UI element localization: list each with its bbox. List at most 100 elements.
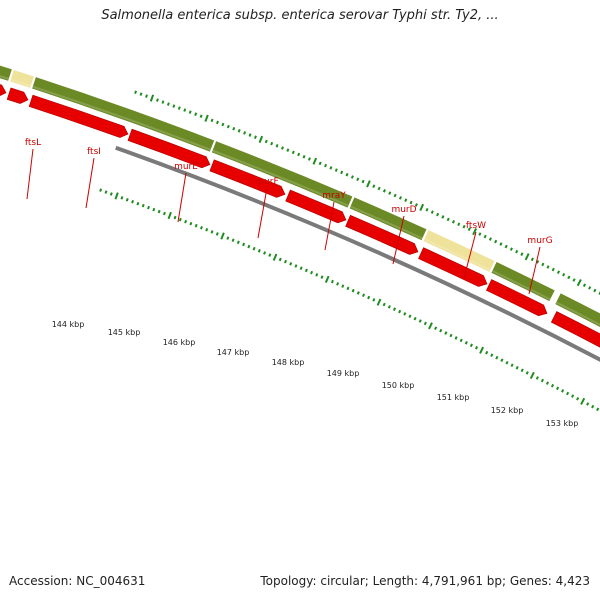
upper-minor-tick: [302, 154, 306, 159]
lower-major-tick: [479, 346, 485, 354]
topology-text: Topology: circular; Length: 4,791,961 bp…: [260, 574, 590, 588]
upper-minor-tick: [307, 157, 311, 161]
lower-major-tick: [114, 192, 119, 200]
lower-minor-tick: [141, 203, 145, 208]
kbp-label: 150 kbp: [382, 381, 415, 390]
gene-leader-line: [392, 215, 405, 265]
upper-minor-tick: [398, 196, 402, 200]
upper-minor-tick: [541, 262, 545, 267]
lower-minor-tick: [505, 360, 509, 365]
lower-minor-tick: [289, 262, 293, 266]
upper-minor-tick: [215, 120, 219, 125]
gene-label-ftsW: ftsW: [466, 221, 486, 231]
lower-minor-tick: [398, 309, 402, 314]
lower-minor-tick: [566, 391, 570, 396]
lower-minor-tick: [485, 350, 489, 355]
lower-major-tick: [324, 275, 330, 283]
lower-minor-tick: [439, 328, 443, 333]
upper-minor-tick: [172, 104, 176, 108]
upper-minor-tick: [248, 133, 252, 137]
gene-block-shine: [10, 78, 32, 87]
upper-minor-tick: [356, 177, 360, 182]
lower-minor-tick: [236, 240, 240, 245]
lower-minor-tick: [199, 225, 203, 230]
lower-tick-ring: [99, 188, 600, 412]
upper-minor-tick: [404, 198, 408, 202]
lower-minor-tick: [545, 381, 550, 385]
lower-minor-tick: [520, 368, 524, 373]
upper-minor-tick: [286, 148, 290, 152]
lower-minor-tick: [382, 302, 386, 307]
lower-minor-tick: [284, 259, 288, 264]
lower-minor-tick: [184, 219, 188, 224]
upper-minor-tick: [414, 203, 418, 207]
upper-minor-tick: [509, 247, 513, 251]
lower-minor-tick: [361, 293, 366, 298]
upper-minor-tick: [156, 98, 159, 102]
gene-label-murD: murD: [391, 205, 416, 215]
highlighted-gene-block: [10, 70, 34, 88]
gene-block-shine: [212, 149, 349, 207]
cds-arrow: [345, 214, 419, 255]
lower-minor-tick: [131, 199, 135, 204]
gene-label-mraY: mraY: [322, 191, 346, 201]
upper-minor-tick: [593, 288, 597, 293]
lower-minor-tick: [571, 394, 575, 398]
lower-minor-tick: [210, 230, 214, 234]
cds-arrow: [28, 94, 129, 138]
lower-minor-tick: [99, 188, 103, 192]
gene-label-murF: murF: [255, 177, 278, 187]
lower-minor-tick: [490, 353, 494, 357]
upper-minor-tick: [562, 272, 566, 277]
lower-minor-tick: [387, 305, 391, 309]
backbone-line: [115, 145, 600, 362]
lower-minor-tick: [418, 319, 422, 323]
gene-block: [555, 293, 600, 327]
upper-minor-tick: [199, 114, 203, 118]
upper-minor-tick: [270, 141, 274, 146]
lower-major-tick: [167, 211, 172, 220]
lower-minor-tick: [403, 312, 407, 316]
lower-minor-tick: [367, 295, 371, 300]
lower-minor-tick: [231, 238, 235, 242]
gene-leader-line: [257, 187, 268, 239]
lower-minor-tick: [152, 207, 156, 212]
lower-major-tick: [580, 397, 586, 405]
lower-minor-tick: [341, 284, 345, 288]
lower-minor-tick: [555, 386, 560, 391]
upper-minor-tick: [361, 179, 365, 184]
upper-minor-tick: [350, 175, 354, 179]
upper-minor-tick: [210, 118, 214, 123]
lower-minor-tick: [449, 333, 453, 338]
lower-minor-tick: [336, 282, 340, 286]
gene-block: [32, 77, 215, 152]
lower-minor-tick: [268, 253, 272, 257]
upper-minor-tick: [237, 129, 241, 133]
upper-minor-tick: [334, 168, 338, 172]
cds-arrow: [486, 279, 548, 317]
kbp-label: 149 kbp: [327, 369, 360, 378]
kbp-labels: 144 kbp 145 kbp 146 kbp 147 kbp 148 kbp 149 k…: [52, 320, 579, 428]
upper-minor-tick: [409, 200, 413, 205]
upper-minor-tick: [588, 286, 592, 290]
upper-minor-tick: [499, 242, 503, 246]
lower-minor-tick: [591, 404, 595, 409]
upper-minor-tick: [457, 222, 461, 227]
upper-major-tick: [366, 180, 371, 188]
upper-minor-tick: [483, 234, 487, 239]
lower-minor-tick: [464, 341, 468, 345]
upper-major-tick: [576, 279, 582, 287]
lower-minor-tick: [469, 343, 473, 348]
lower-minor-tick: [408, 314, 412, 319]
cds-arrow: [550, 311, 600, 348]
lower-minor-tick: [205, 228, 209, 232]
upper-minor-tick: [478, 232, 482, 236]
upper-major-tick: [472, 228, 478, 236]
upper-minor-tick: [243, 131, 247, 135]
lower-minor-tick: [109, 192, 113, 196]
map-title: Salmonella enterica subsp. enterica sero…: [101, 8, 499, 23]
kbp-label: 144 kbp: [52, 320, 85, 329]
upper-minor-tick: [441, 215, 445, 219]
lower-major-tick: [529, 371, 535, 379]
lower-minor-tick: [474, 345, 479, 350]
